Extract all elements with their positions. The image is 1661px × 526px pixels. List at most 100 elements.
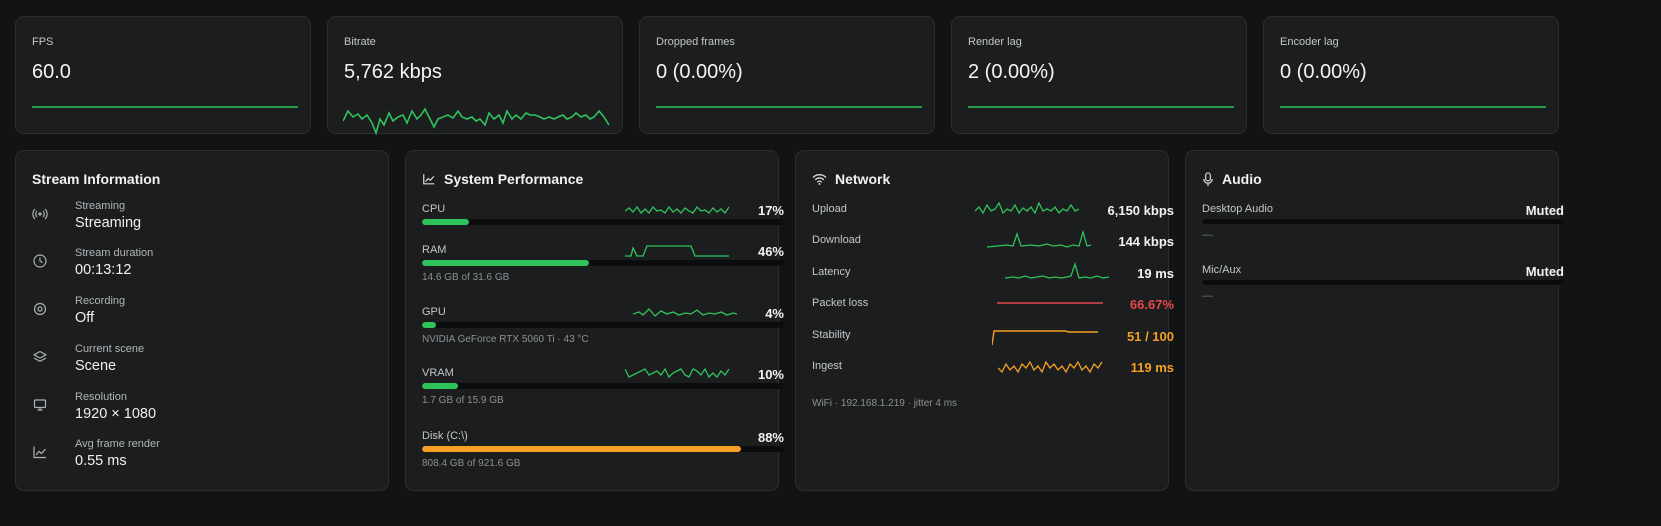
- monitor-icon: [33, 399, 47, 411]
- stat-card-fps: FPS 60.0: [15, 16, 311, 134]
- net-label: Ingest: [812, 360, 842, 372]
- broadcast-icon: [32, 208, 48, 220]
- perf-row-ram: RAM 46% 14.6 GB of 31.6 GB: [422, 244, 784, 290]
- net-value: 51 / 100: [1127, 329, 1174, 344]
- info-value: Streaming: [75, 215, 142, 231]
- info-item-recording: Recording Off: [32, 295, 372, 339]
- panel-title: Network: [812, 171, 890, 187]
- net-value: 66.67%: [1129, 297, 1174, 312]
- audio-state: Muted: [1525, 203, 1564, 218]
- perf-row-gpu: GPU 4% NVIDIA GeForce RTX 5060 Ti · 43 °…: [422, 306, 784, 352]
- net-value: 119 ms: [1130, 360, 1174, 375]
- info-item-stream-duration: Stream duration 00:13:12: [32, 247, 372, 291]
- net-row-packet-loss: Packet loss 66.67%: [812, 297, 1174, 317]
- audio-label: Desktop Audio: [1202, 203, 1273, 215]
- stat-card-bitrate: Bitrate 5,762 kbps: [327, 16, 623, 136]
- stat-sparkline: [343, 107, 610, 136]
- perf-label: RAM: [422, 244, 447, 256]
- net-row-latency: Latency 19 ms: [812, 262, 1174, 286]
- stat-value: 0 (0.00%): [1280, 61, 1367, 83]
- perf-label: GPU: [422, 306, 446, 318]
- stat-value: 5,762 kbps: [344, 61, 442, 83]
- stat-sparkline: [32, 106, 298, 108]
- ram-sparkline: [625, 245, 729, 257]
- net-value: 144 kbps: [1118, 234, 1174, 249]
- stat-card-render-lag: Render lag 2 (0.00%): [951, 16, 1247, 134]
- info-item-avg-frame-render: Avg frame render 0.55 ms: [32, 438, 372, 482]
- stat-value: 2 (0.00%): [968, 61, 1055, 83]
- stat-label: Encoder lag: [1280, 36, 1339, 48]
- chart-line-icon: [33, 446, 46, 459]
- panel-title: System Performance: [422, 171, 583, 187]
- net-label: Download: [812, 234, 861, 246]
- stat-value: 60.0: [32, 61, 71, 83]
- system-performance-panel: System Performance CPU 17% RAM 46% 14.6 …: [405, 150, 784, 491]
- layers-icon: [33, 350, 47, 362]
- cpu-usage-bar: [422, 219, 784, 225]
- audio-panel: Audio Desktop Audio Muted — Mic/Aux Mute…: [1185, 150, 1564, 491]
- net-row-upload: Upload 6,150 kbps: [812, 201, 1175, 223]
- stat-sparkline: [1280, 106, 1546, 108]
- perf-label: VRAM: [422, 367, 454, 379]
- perf-subtext: 1.7 GB of 15.9 GB: [422, 395, 504, 406]
- info-item-current-scene: Current scene Scene: [32, 343, 372, 387]
- perf-subtext: 14.6 GB of 31.6 GB: [422, 272, 510, 283]
- net-row-ingest: Ingest 119 ms: [812, 360, 1174, 380]
- microphone-icon: [1203, 171, 1213, 186]
- info-label: Current scene: [75, 343, 145, 355]
- info-label: Recording: [75, 295, 126, 307]
- vram-sparkline: [625, 367, 730, 379]
- net-value: 19 ms: [1137, 266, 1174, 281]
- stat-label: FPS: [32, 36, 54, 48]
- net-label: Stability: [812, 329, 851, 341]
- stream-information-panel: Stream Information Streaming Streaming S…: [15, 150, 389, 491]
- perf-percent: 88%: [757, 430, 784, 445]
- perf-percent: 46%: [757, 244, 784, 259]
- audio-row-desktop-audio: Desktop Audio Muted —: [1202, 203, 1564, 243]
- stat-label: Bitrate: [344, 36, 376, 48]
- perf-subtext: 808.4 GB of 921.6 GB: [422, 458, 521, 469]
- perf-row-vram: VRAM 10% 1.7 GB of 15.9 GB: [422, 367, 784, 413]
- latency-sparkline: [1005, 262, 1110, 279]
- ram-usage-bar: [422, 260, 784, 266]
- wifi-icon: [812, 174, 827, 185]
- chart-line-icon: [423, 174, 435, 185]
- cpu-sparkline: [625, 205, 730, 215]
- network-footer: WiFi · 192.168.1.219 · jitter 4 ms: [812, 398, 958, 409]
- info-value: Scene: [75, 358, 117, 374]
- audio-state: Muted: [1525, 264, 1564, 279]
- perf-percent: 10%: [757, 367, 784, 382]
- net-row-download: Download 144 kbps: [812, 230, 1174, 254]
- gpu-usage-bar: [422, 322, 784, 328]
- perf-percent: 4%: [765, 306, 784, 321]
- info-label: Avg frame render: [75, 438, 160, 450]
- vram-usage-bar: [422, 383, 784, 389]
- audio-subtext: —: [1202, 229, 1213, 241]
- stat-sparkline: [656, 106, 922, 108]
- perf-percent: 17%: [757, 203, 784, 218]
- net-label: Upload: [812, 203, 847, 215]
- packet-loss-sparkline: [997, 302, 1103, 304]
- panel-title: Audio: [1202, 171, 1262, 187]
- info-item-streaming: Streaming Streaming: [32, 200, 372, 244]
- stat-label: Dropped frames: [656, 36, 735, 48]
- audio-level-meter: [1202, 219, 1564, 224]
- net-label: Latency: [812, 266, 851, 278]
- network-panel: Network Upload 6,150 kbps Download 144 k…: [795, 150, 1174, 491]
- perf-label: CPU: [422, 203, 446, 215]
- info-value: Off: [75, 310, 95, 326]
- info-value: 00:13:12: [75, 262, 132, 278]
- audio-level-meter: [1202, 280, 1564, 285]
- info-label: Stream duration: [75, 247, 154, 259]
- stat-label: Render lag: [968, 36, 1022, 48]
- net-value: 6,150 kbps: [1107, 203, 1175, 218]
- stat-card-encoder-lag: Encoder lag 0 (0.00%): [1263, 16, 1559, 134]
- stat-value: 0 (0.00%): [656, 61, 743, 83]
- clock-icon: [33, 254, 47, 268]
- perf-row-disk: Disk (C:\) 88% 808.4 GB of 921.6 GB: [422, 430, 784, 476]
- disk-usage-bar: [422, 446, 784, 452]
- download-sparkline: [987, 230, 1092, 248]
- stat-sparkline: [968, 106, 1234, 108]
- info-item-resolution: Resolution 1920 × 1080: [32, 391, 372, 435]
- audio-row-mic-aux: Mic/Aux Muted —: [1202, 264, 1564, 304]
